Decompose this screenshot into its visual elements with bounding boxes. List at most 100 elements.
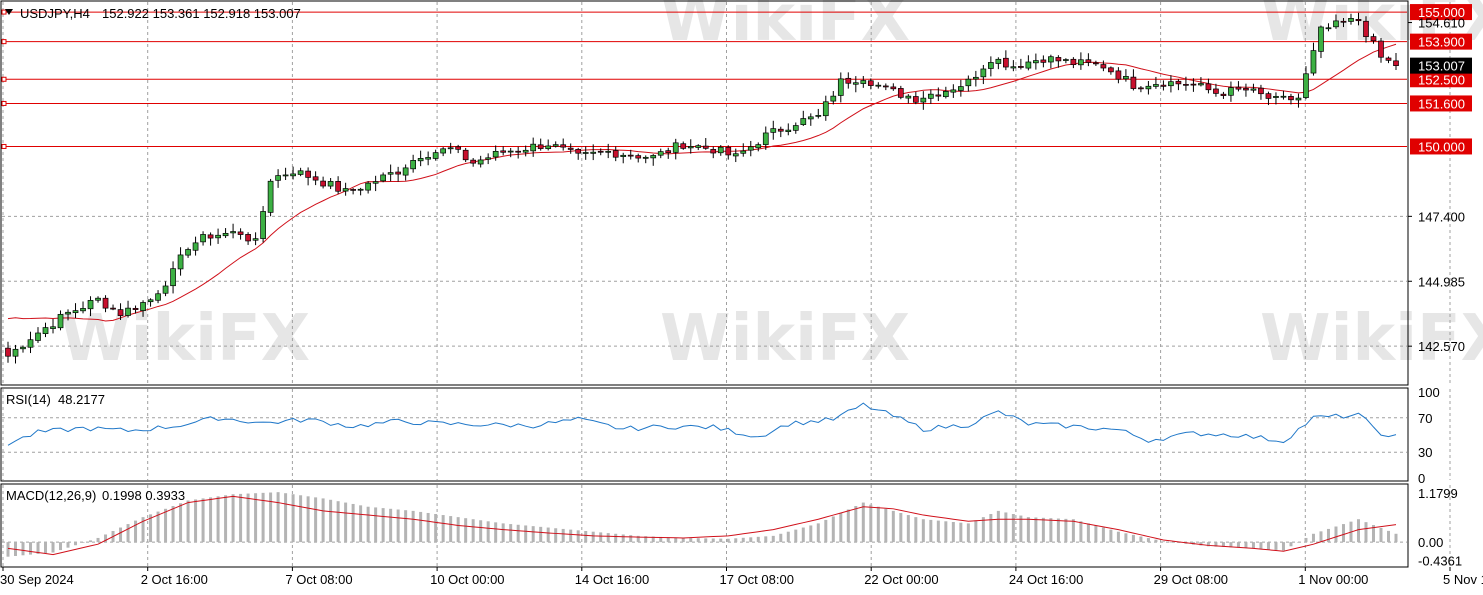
candle xyxy=(1055,55,1062,68)
level-handle[interactable] xyxy=(1,76,7,82)
bull-candle-body xyxy=(42,327,49,334)
bear-candle-body xyxy=(1055,57,1062,62)
watermark-layer: WikiFX WikiFX WikiFX WikiFX WikiFX xyxy=(60,0,1483,376)
candle xyxy=(170,261,176,294)
macd-histogram-bar xyxy=(696,538,700,543)
macd-histogram-bar xyxy=(1019,515,1023,543)
macd-histogram-bar xyxy=(464,518,468,543)
candle xyxy=(605,143,612,159)
bear-candle-body xyxy=(462,149,469,161)
macd-histogram-bar xyxy=(1139,536,1143,543)
macd-histogram-bar xyxy=(936,520,940,543)
candle xyxy=(1273,92,1279,105)
bull-candle-body xyxy=(815,115,822,117)
candle xyxy=(147,298,154,307)
macd-histogram-bar xyxy=(306,496,310,543)
macd-histogram-bar xyxy=(254,493,258,543)
bull-candle-body xyxy=(507,150,514,153)
bear-candle-body xyxy=(612,150,619,158)
bull-candle-body xyxy=(185,249,191,256)
level-handle[interactable] xyxy=(1,143,7,149)
macd-histogram-bar xyxy=(276,492,280,543)
horizontal-levels[interactable]: 155.000 153.900 152.500 151.600 150.000 xyxy=(1,4,1472,155)
candle xyxy=(785,123,792,136)
macd-histogram-bar xyxy=(1334,526,1338,543)
candle xyxy=(837,72,844,103)
bull-candle-body xyxy=(950,89,957,93)
candle xyxy=(740,143,747,157)
bear-candle-body xyxy=(1130,76,1137,89)
candle xyxy=(485,153,492,165)
bull-candle-body xyxy=(1273,96,1279,98)
bull-candle-body xyxy=(582,152,589,154)
macd-histogram-bar xyxy=(261,492,265,543)
candle xyxy=(335,176,341,195)
candle xyxy=(1228,81,1234,102)
candle xyxy=(185,247,191,258)
candle xyxy=(1280,90,1287,100)
candle xyxy=(665,147,672,159)
bull-candle-body xyxy=(1078,59,1084,66)
dropdown-triangle-icon[interactable] xyxy=(5,9,13,15)
level-handle[interactable] xyxy=(1,100,7,106)
macd-histogram-bar xyxy=(659,536,663,543)
macd-histogram-bar xyxy=(284,493,288,543)
macd-histogram-bar xyxy=(666,537,670,543)
macd-histogram-bar xyxy=(74,542,78,546)
candle xyxy=(1115,67,1122,84)
candle xyxy=(500,146,507,156)
bear-candle-body xyxy=(702,145,709,149)
bear-candle-body xyxy=(680,143,687,149)
bear-candle-body xyxy=(1190,83,1197,86)
macd-histogram-bar xyxy=(171,506,175,543)
bull-candle-body xyxy=(65,311,71,315)
candle xyxy=(980,64,987,85)
candle xyxy=(1145,81,1152,95)
candle xyxy=(905,94,912,104)
candle xyxy=(20,345,26,353)
macd-histogram-bar xyxy=(771,535,775,543)
macd-histogram-bar xyxy=(81,542,85,543)
price-level-label: 152.500 xyxy=(1418,72,1465,87)
macd-histogram-bar xyxy=(1259,542,1263,549)
watermark-text: WikiFX xyxy=(660,0,910,56)
candle xyxy=(102,295,109,313)
macd-axis-label: 1.1799 xyxy=(1418,486,1458,501)
candle xyxy=(35,327,41,343)
bull-candle-body xyxy=(177,254,184,270)
macd-histogram-bar xyxy=(1311,533,1315,543)
bear-candle-body xyxy=(845,77,852,84)
candle xyxy=(957,79,964,97)
bull-candle-body xyxy=(327,181,334,187)
candle xyxy=(125,300,131,318)
macd-histogram-bar xyxy=(1386,530,1390,543)
macd-histogram-bar xyxy=(989,514,993,543)
current-price-tag xyxy=(1410,57,1472,74)
macd-histogram-bar xyxy=(1394,533,1398,543)
bear-candle-body xyxy=(1183,83,1189,86)
macd-histogram-bar xyxy=(681,537,685,543)
level-handle[interactable] xyxy=(1,9,7,15)
macd-histogram-bar xyxy=(516,524,520,543)
candle xyxy=(5,341,11,363)
bull-candle-body xyxy=(72,310,79,314)
time-axis-label: 24 Oct 16:00 xyxy=(1009,572,1083,587)
macd-histogram-bar xyxy=(891,510,895,543)
macd-histogram-bar xyxy=(1049,518,1053,543)
level-handle[interactable] xyxy=(1,39,7,45)
candle xyxy=(815,108,822,119)
candle xyxy=(582,146,589,160)
bull-candle-body xyxy=(1303,73,1309,98)
candle xyxy=(267,178,274,217)
bull-candle-body xyxy=(410,160,416,170)
macd-histogram-bar xyxy=(846,509,850,543)
macd-histogram-bar xyxy=(539,526,543,543)
candle xyxy=(402,164,409,181)
macd-histogram-bar xyxy=(906,515,910,543)
candle xyxy=(260,206,266,243)
rsi-axis-label: 100 xyxy=(1418,385,1440,400)
macd-histogram-bar xyxy=(546,527,550,543)
bull-candle-body xyxy=(755,144,762,149)
candle xyxy=(230,223,236,239)
